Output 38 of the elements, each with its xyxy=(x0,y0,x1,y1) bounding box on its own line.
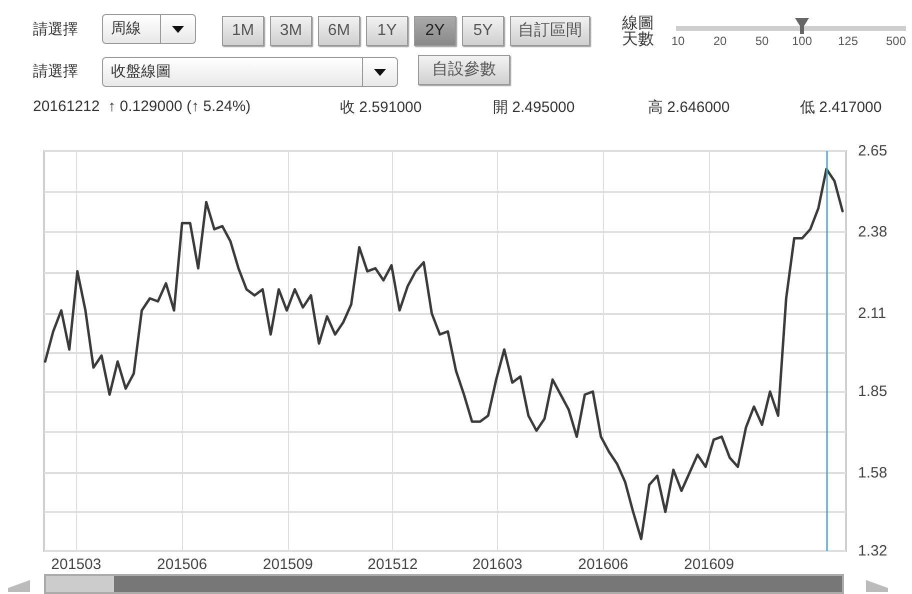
text: 500 xyxy=(884,34,908,48)
x-tick-label: 201506 xyxy=(157,556,208,573)
y-tick-label: 1.32 xyxy=(858,542,888,560)
x-tick-label: 201606 xyxy=(578,556,628,573)
text: 2Y xyxy=(414,16,456,46)
y-tick-label: 2.65 xyxy=(858,142,888,160)
line-series xyxy=(44,168,844,540)
y-tick-label: 2.11 xyxy=(858,304,886,322)
text: 高 2.646000 xyxy=(648,98,730,117)
text: 收盤線圖 xyxy=(111,62,171,81)
text: 線圖天數 xyxy=(622,15,655,48)
text: 10 xyxy=(670,34,686,48)
text: 3M xyxy=(270,16,312,46)
x-tick-label: 201509 xyxy=(262,556,313,573)
y-tick-label: 1.58 xyxy=(858,464,888,482)
text: 請選擇 xyxy=(33,20,78,39)
text: 開 2.495000 xyxy=(493,98,575,117)
x-tick-label: 201503 xyxy=(51,556,102,573)
text: 5Y xyxy=(462,16,504,46)
text: 低 2.417000 xyxy=(800,98,882,117)
text: 20 xyxy=(712,34,728,48)
text: 1M xyxy=(222,16,264,46)
text: 100 xyxy=(790,34,814,48)
text: 125 xyxy=(836,34,860,48)
y-tick-label: 2.38 xyxy=(858,224,888,241)
x-tick-label: 201609 xyxy=(684,556,734,573)
text: 1Y xyxy=(366,16,408,46)
y-tick-label: 1.85 xyxy=(858,383,888,400)
x-tick-label: 201512 xyxy=(368,556,418,573)
text: 6M xyxy=(318,16,360,46)
text: 周線 xyxy=(111,19,141,38)
text: 收 2.591000 xyxy=(340,98,422,117)
text: 自設參數 xyxy=(418,55,510,85)
text: 請選擇 xyxy=(33,62,78,81)
text: 20161212 ↑ 0.129000 (↑ 5.24%) xyxy=(33,98,251,115)
text: 自訂區間 xyxy=(510,16,590,46)
x-tick-label: 201603 xyxy=(472,556,522,573)
text: 50 xyxy=(754,34,770,48)
